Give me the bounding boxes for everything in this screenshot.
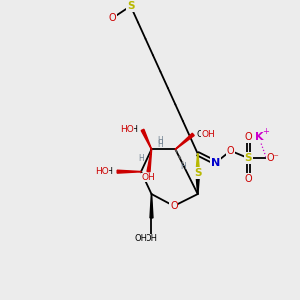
Text: OH: OH: [145, 234, 158, 243]
Text: O: O: [170, 201, 178, 211]
Text: S: S: [194, 168, 202, 178]
Text: OH: OH: [134, 234, 147, 243]
Polygon shape: [147, 149, 152, 172]
Polygon shape: [141, 129, 152, 149]
Text: OH: OH: [126, 125, 139, 134]
Text: N: N: [211, 158, 220, 168]
Text: HO: HO: [120, 125, 134, 134]
Text: S: S: [194, 168, 202, 178]
Text: K: K: [255, 132, 263, 142]
Text: H: H: [158, 140, 163, 149]
Text: O: O: [227, 146, 234, 156]
Text: OH: OH: [197, 130, 210, 139]
Text: O⁻: O⁻: [266, 153, 279, 163]
Text: O: O: [245, 132, 252, 142]
Text: OH: OH: [142, 173, 155, 182]
Text: H: H: [138, 154, 144, 163]
Text: OH: OH: [202, 130, 215, 139]
Text: O: O: [245, 174, 252, 184]
Polygon shape: [175, 133, 194, 149]
Text: H: H: [180, 162, 186, 171]
Polygon shape: [117, 170, 141, 173]
Text: S: S: [245, 153, 252, 163]
Polygon shape: [196, 154, 200, 173]
Text: O: O: [109, 13, 116, 23]
Text: H: H: [158, 136, 163, 145]
Polygon shape: [196, 173, 200, 194]
Text: OH: OH: [100, 167, 114, 176]
Polygon shape: [150, 194, 153, 218]
Text: HO: HO: [95, 167, 109, 176]
Text: +: +: [262, 128, 269, 136]
Text: S: S: [127, 1, 134, 11]
